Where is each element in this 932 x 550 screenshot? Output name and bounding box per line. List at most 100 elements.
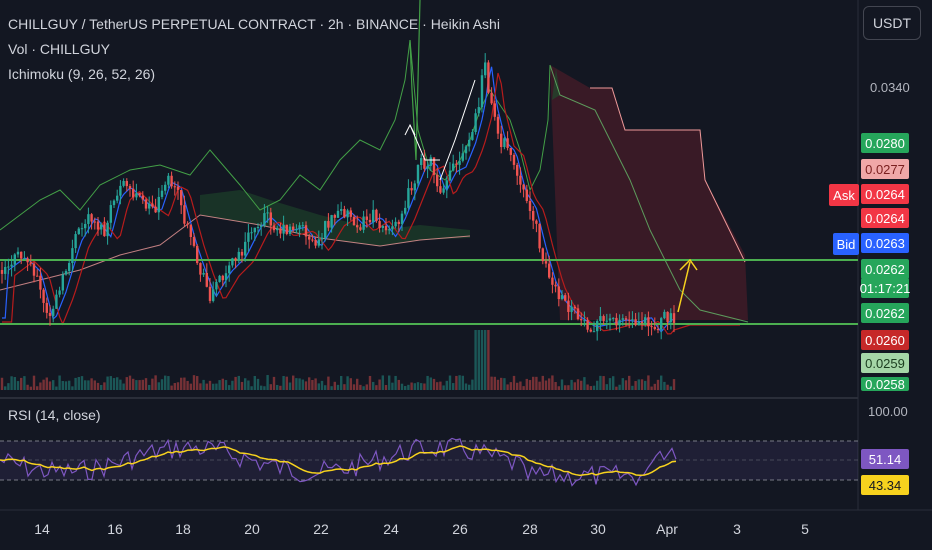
candle-body xyxy=(346,210,349,218)
candle-body xyxy=(628,319,631,321)
candle-body xyxy=(669,313,672,323)
volume-legend[interactable]: Vol · CHILLGUY xyxy=(8,41,110,57)
volume-bar xyxy=(292,375,295,390)
volume-bar xyxy=(295,378,298,390)
volume-bar xyxy=(7,383,10,390)
volume-bar xyxy=(64,381,68,390)
candle-body xyxy=(189,224,192,237)
candle-body xyxy=(327,221,330,228)
currency-button[interactable]: USDT xyxy=(863,6,921,40)
volume-bar xyxy=(212,383,215,390)
volume-bar xyxy=(468,384,471,390)
candle-body xyxy=(311,239,314,241)
volume-bar xyxy=(269,384,272,390)
volume-bar xyxy=(375,385,378,390)
volume-bar xyxy=(356,378,359,390)
candle-body xyxy=(128,186,132,189)
rsi-value-tag: 51.14 xyxy=(861,449,909,469)
candle-body xyxy=(164,184,167,191)
candle-body xyxy=(132,188,135,198)
candle-body xyxy=(48,312,52,316)
volume-bar xyxy=(116,377,119,390)
volume-bar xyxy=(128,375,132,390)
volume-bar xyxy=(61,380,64,390)
volume-bar xyxy=(132,378,135,390)
candle-body xyxy=(148,203,151,209)
ichimoku-legend[interactable]: Ichimoku (9, 26, 52, 26) xyxy=(8,66,156,82)
volume-bar xyxy=(567,385,570,390)
volume-bar xyxy=(410,382,413,390)
candle-body xyxy=(538,223,541,249)
volume-bar xyxy=(45,377,48,390)
candle-body xyxy=(586,320,589,330)
volume-bar xyxy=(151,378,154,390)
volume-bar xyxy=(580,380,583,390)
candle-body xyxy=(445,180,448,189)
annotation-line-2[interactable] xyxy=(439,79,476,181)
volume-bar xyxy=(640,379,644,390)
candle-body xyxy=(580,319,583,321)
volume-bar xyxy=(650,386,653,390)
annotation-line[interactable] xyxy=(409,124,440,161)
candle-body xyxy=(608,318,612,321)
volume-bar xyxy=(26,384,29,390)
candle-body xyxy=(589,329,592,332)
candle-body xyxy=(650,326,653,328)
price-tag: 0.0263 xyxy=(861,233,909,253)
volume-bar xyxy=(228,385,231,390)
volume-bar xyxy=(138,380,141,390)
candle-body xyxy=(519,175,522,185)
candle-body xyxy=(122,181,125,186)
candle-body xyxy=(352,216,356,226)
candle-body xyxy=(516,164,519,176)
volume-bar xyxy=(80,376,84,390)
symbol-title[interactable]: CHILLGUY / TetherUS PERPETUAL CONTRACT ·… xyxy=(8,16,500,32)
candle-body xyxy=(240,251,244,256)
candle-body xyxy=(282,224,285,234)
candle-body xyxy=(612,317,615,319)
candle-body xyxy=(477,107,480,114)
volume-bar xyxy=(596,380,599,390)
rsi-legend[interactable]: RSI (14, close) xyxy=(8,407,101,423)
volume-bar xyxy=(522,386,525,390)
volume-bar xyxy=(663,381,666,390)
candle-body xyxy=(205,272,208,287)
volume-bar xyxy=(42,379,45,390)
volume-bar xyxy=(439,381,442,390)
price-tag: 0.0262 xyxy=(861,259,909,279)
volume-bar xyxy=(23,376,26,390)
candle-body xyxy=(180,189,183,206)
volume-bar xyxy=(276,384,279,390)
price-tag: 0.0264 xyxy=(861,184,909,204)
volume-bar xyxy=(90,378,93,390)
candle-body xyxy=(279,228,282,234)
volume-bar xyxy=(314,378,317,390)
volume-bar xyxy=(384,384,388,390)
candle-body xyxy=(503,138,506,148)
candle-body xyxy=(439,186,442,193)
volume-bar xyxy=(285,376,288,390)
forecast-arrow[interactable] xyxy=(677,261,691,313)
price-tag: 0.0260 xyxy=(861,330,909,350)
volume-bar xyxy=(32,375,36,390)
rsi-ma-value-tag: 43.34 xyxy=(861,475,909,495)
volume-bar xyxy=(487,330,490,390)
volume-bar xyxy=(196,376,199,390)
candle-body xyxy=(500,133,503,148)
volume-bar xyxy=(647,375,650,390)
candle-body xyxy=(135,193,138,198)
candle-body xyxy=(333,215,336,218)
volume-bar xyxy=(452,383,455,390)
candle-body xyxy=(509,147,512,155)
volume-bar xyxy=(52,380,55,390)
volume-bar xyxy=(282,376,285,390)
candle-body xyxy=(672,313,676,323)
volume-bar xyxy=(612,376,615,390)
volume-bar xyxy=(666,384,669,390)
candle-body xyxy=(263,213,266,226)
time-axis-label: 26 xyxy=(452,521,468,537)
volume-bar xyxy=(602,376,605,390)
volume-bar xyxy=(160,379,164,390)
candle-body xyxy=(304,225,308,237)
